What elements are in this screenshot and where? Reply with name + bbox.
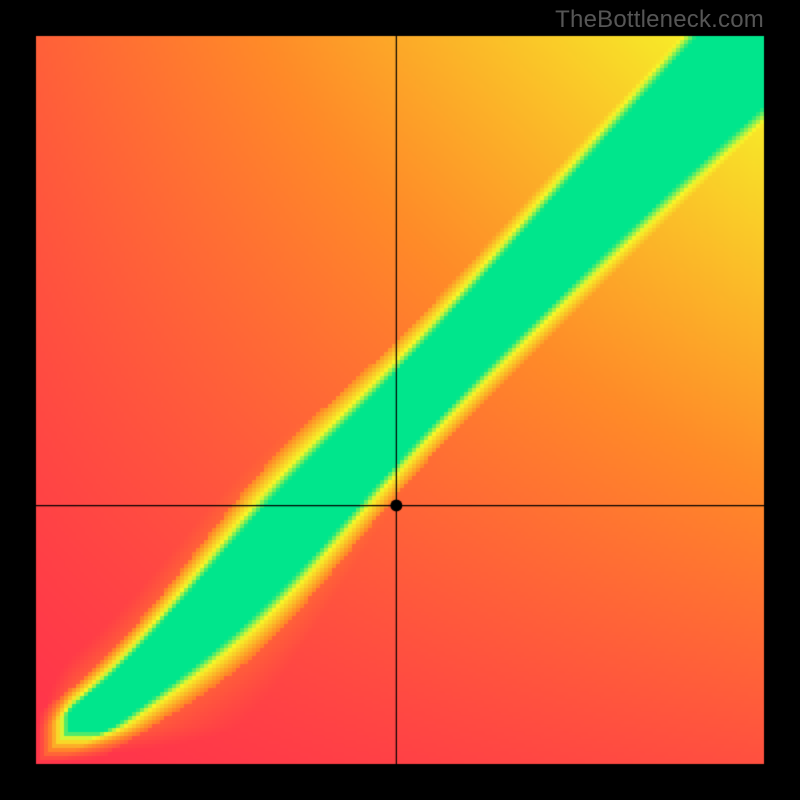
heatmap-canvas xyxy=(0,0,800,800)
chart-container: TheBottleneck.com xyxy=(0,0,800,800)
attribution-label: TheBottleneck.com xyxy=(555,6,764,34)
